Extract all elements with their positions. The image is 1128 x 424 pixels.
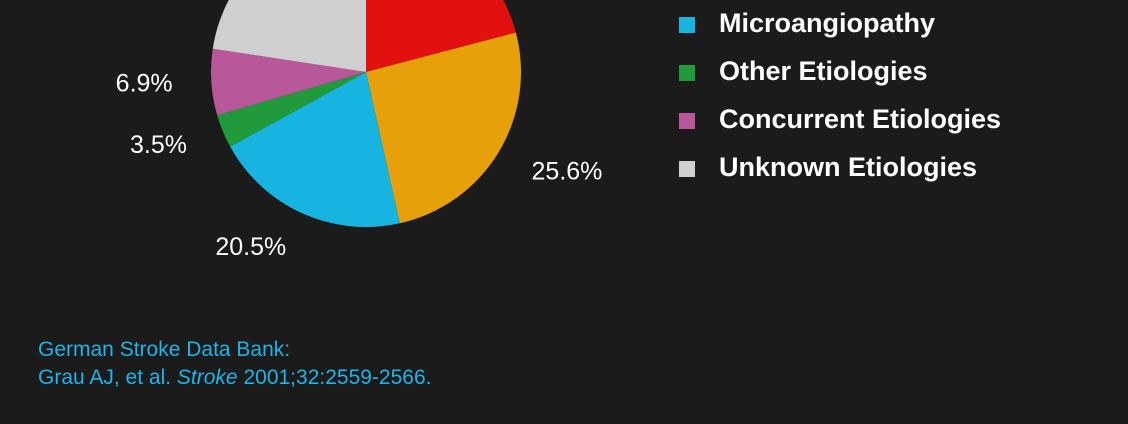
legend-swatch xyxy=(679,161,695,177)
citation-source: German Stroke Data Bank: xyxy=(38,338,291,361)
citation-journal: Stroke xyxy=(176,366,238,389)
slice-label: 25.6% xyxy=(532,157,603,185)
legend-label: Microangiopathy xyxy=(719,8,935,38)
legend-label: Unknown Etiologies xyxy=(719,152,977,182)
legend-swatch xyxy=(679,17,695,33)
legend-swatch xyxy=(679,65,695,81)
citation-details: 2001;32:2559-2566. xyxy=(243,366,432,389)
slice-label: 3.5% xyxy=(130,131,187,159)
slice-label: 20.5% xyxy=(215,233,286,261)
pie-slice xyxy=(366,0,516,72)
citation: German Stroke Data Bank: Grau AJ, et al. … xyxy=(38,336,458,392)
pie-slice xyxy=(366,32,521,224)
legend-swatch xyxy=(679,113,695,129)
pie-slice xyxy=(230,72,400,227)
pie-slice xyxy=(217,72,366,147)
slice-label: 6.9% xyxy=(116,69,173,97)
legend-label: Concurrent Etiologies xyxy=(719,104,1001,134)
pie-slice xyxy=(210,48,366,116)
pie-slice xyxy=(212,0,366,72)
citation-authors: Grau AJ, et al. xyxy=(38,366,172,389)
legend-label: Other Etiologies xyxy=(719,56,928,86)
